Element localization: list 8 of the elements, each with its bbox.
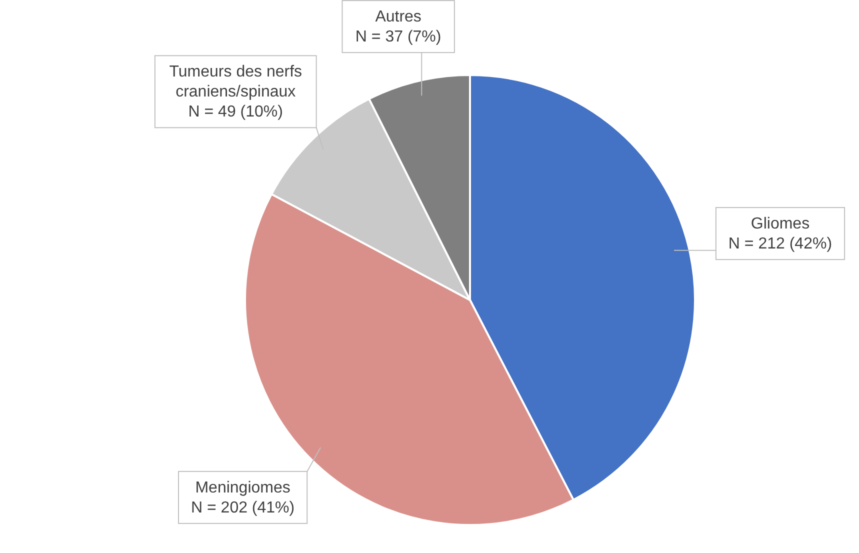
data-label: N = 212 (42%) (728, 236, 832, 253)
data-label: N = 49 (10%) (188, 104, 283, 121)
slice-label: Gliomes (750, 216, 810, 233)
data-label: N = 37 (7%) (355, 28, 442, 46)
data-label: N = 202 (41%) (191, 499, 295, 516)
slice-label: Autres (375, 8, 422, 26)
slice-label: Tumeurs des nerfs craniens/spinaux (169, 64, 302, 101)
slice-label: Meningiomes (195, 479, 290, 496)
